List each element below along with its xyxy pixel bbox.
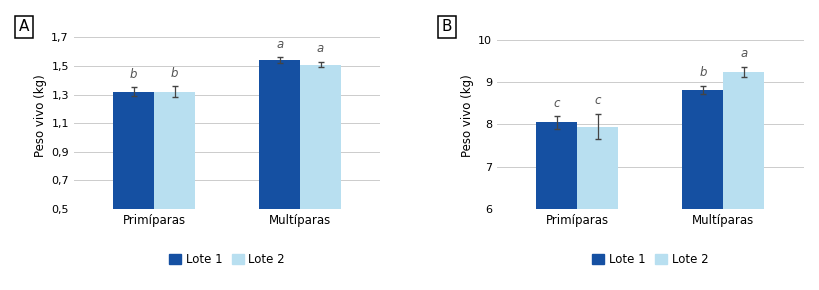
Text: b: b xyxy=(699,66,706,79)
Bar xyxy=(113,92,154,280)
Bar xyxy=(259,60,300,280)
Bar xyxy=(300,65,341,280)
Bar xyxy=(681,90,722,290)
Text: a: a xyxy=(276,38,283,51)
Text: a: a xyxy=(740,47,746,60)
Text: c: c xyxy=(553,97,559,110)
Bar xyxy=(722,72,763,290)
Text: B: B xyxy=(441,19,452,35)
Y-axis label: Peso vivo (kg): Peso vivo (kg) xyxy=(34,75,47,157)
Bar xyxy=(154,92,195,280)
Bar xyxy=(536,122,577,290)
Y-axis label: Peso vivo (kg): Peso vivo (kg) xyxy=(460,75,473,157)
Legend: Lote 1, Lote 2: Lote 1, Lote 2 xyxy=(587,248,712,271)
Text: b: b xyxy=(170,66,178,79)
Bar xyxy=(577,126,618,290)
Text: a: a xyxy=(317,42,324,55)
Text: b: b xyxy=(129,68,138,81)
Legend: Lote 1, Lote 2: Lote 1, Lote 2 xyxy=(165,248,289,271)
Text: c: c xyxy=(594,94,600,107)
Text: A: A xyxy=(19,19,29,35)
